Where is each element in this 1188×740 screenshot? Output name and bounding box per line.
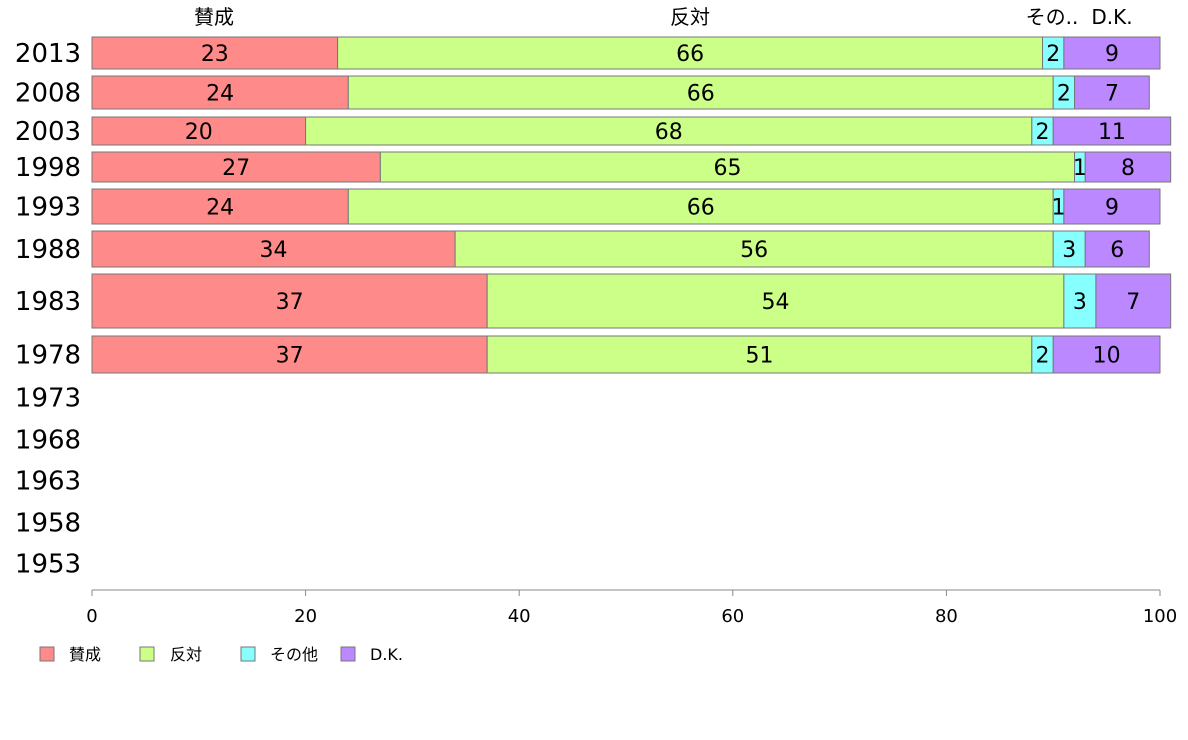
- bar-segment: [1052, 335, 1161, 374]
- year-label: 1998: [15, 153, 81, 183]
- bar-segment: [1063, 188, 1161, 225]
- data-label: 3: [1062, 238, 1076, 263]
- year-label: 1958: [15, 509, 81, 539]
- bar-segment: [347, 188, 1054, 225]
- data-label: 66: [687, 82, 715, 107]
- x-tick-label: 0: [86, 606, 97, 627]
- bar-segment: [486, 273, 1065, 329]
- x-tick-label: 100: [1143, 606, 1177, 627]
- bar-segment: [91, 335, 488, 374]
- year-label: 2013: [15, 39, 81, 69]
- column-header: 賛成: [194, 5, 234, 29]
- data-label: 8: [1121, 156, 1135, 181]
- legend-label: その他: [270, 645, 318, 664]
- data-label: 24: [206, 196, 234, 221]
- legend-swatch: [139, 646, 155, 662]
- bar-segment: [1095, 273, 1172, 329]
- bar-segment: [379, 151, 1076, 183]
- bar-segment: [91, 36, 339, 70]
- year-label: 1988: [15, 235, 81, 265]
- year-label: 1973: [15, 384, 81, 414]
- legend-label: 反対: [170, 645, 202, 664]
- data-label: 7: [1105, 82, 1119, 107]
- year-label: 1993: [15, 193, 81, 223]
- year-label: 1953: [15, 550, 81, 580]
- bar-segment: [1084, 151, 1172, 183]
- data-label: 23: [201, 42, 229, 67]
- data-label: 34: [260, 238, 288, 263]
- column-header: その..: [1026, 5, 1079, 29]
- data-label: 54: [762, 290, 790, 315]
- data-label: 2: [1057, 82, 1071, 107]
- x-tick-label: 40: [508, 606, 531, 627]
- x-tick-label: 20: [294, 606, 317, 627]
- bar-segment: [1074, 75, 1150, 110]
- data-label: 2: [1036, 344, 1050, 369]
- year-label: 1983: [15, 287, 81, 317]
- bar-segment: [454, 230, 1054, 268]
- year-label: 1978: [15, 341, 81, 371]
- x-tick-label: 60: [721, 606, 744, 627]
- data-label: 2: [1046, 42, 1060, 67]
- data-label: 56: [740, 238, 768, 263]
- data-label: 65: [713, 156, 741, 181]
- data-label: 2: [1036, 120, 1050, 145]
- data-label: 66: [687, 196, 715, 221]
- bar-segment: [91, 75, 349, 110]
- data-label: 24: [206, 82, 234, 107]
- legend-swatch: [39, 646, 55, 662]
- bar-segment: [1063, 36, 1161, 70]
- data-label: 51: [746, 344, 774, 369]
- legend-label: D.K.: [370, 645, 403, 664]
- x-tick-label: 80: [935, 606, 958, 627]
- year-label: 2003: [15, 117, 81, 147]
- data-label: 68: [655, 120, 683, 145]
- data-label: 6: [1110, 238, 1124, 263]
- legend-label: 賛成: [69, 645, 101, 664]
- data-label: 1: [1073, 156, 1087, 181]
- bar-segment: [91, 273, 488, 329]
- legend-swatch: [340, 646, 356, 662]
- legend-swatch: [240, 646, 256, 662]
- data-label: 66: [676, 42, 704, 67]
- data-label: 27: [222, 156, 250, 181]
- data-label: 10: [1093, 344, 1121, 369]
- data-label: 11: [1098, 120, 1126, 145]
- data-label: 9: [1105, 42, 1119, 67]
- data-label: 20: [185, 120, 213, 145]
- data-label: 1: [1052, 196, 1066, 221]
- bar-segment: [1063, 273, 1097, 329]
- bar-segment: [91, 151, 381, 183]
- bar-segment: [1052, 116, 1172, 146]
- bar-segment: [1052, 230, 1086, 268]
- year-label: 2008: [15, 79, 81, 109]
- data-label: 37: [276, 290, 304, 315]
- bar-segment: [337, 36, 1044, 70]
- bar-segment: [91, 116, 307, 146]
- year-label: 1963: [15, 467, 81, 497]
- bar-segment: [305, 116, 1033, 146]
- data-label: 37: [276, 344, 304, 369]
- column-header: 反対: [670, 5, 710, 29]
- bar-segment: [91, 188, 349, 225]
- data-label: 3: [1073, 290, 1087, 315]
- data-label: 7: [1126, 290, 1140, 315]
- year-label: 1968: [15, 426, 81, 456]
- column-header: D.K.: [1091, 5, 1132, 29]
- bar-segment: [1084, 230, 1150, 268]
- bar-segment: [347, 75, 1054, 110]
- data-label: 9: [1105, 196, 1119, 221]
